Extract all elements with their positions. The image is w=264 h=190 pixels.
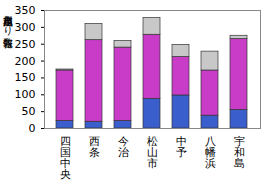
svg-text:50: 50 [22, 105, 36, 118]
svg-text:松山市: 松山市 [147, 135, 158, 170]
svg-text:西条: 西条 [89, 135, 100, 159]
svg-text:今治: 今治 [118, 135, 129, 159]
svg-text:八幡浜: 八幡浜 [205, 135, 216, 170]
svg-text:宇和島: 宇和島 [234, 135, 245, 170]
svg-text:300: 300 [15, 21, 36, 34]
svg-text:0: 0 [29, 122, 36, 135]
svg-text:四国中央: 四国中央 [60, 135, 71, 181]
svg-text:250: 250 [15, 38, 36, 51]
svg-text:中予: 中予 [176, 135, 187, 159]
svg-text:100: 100 [15, 88, 36, 101]
svg-text:150: 150 [15, 71, 36, 84]
svg-text:350: 350 [15, 4, 36, 17]
html-text:累積定点当たり報告数: 累積定点当たり報告数 [2, 8, 13, 30]
svg-text:200: 200 [15, 55, 36, 68]
